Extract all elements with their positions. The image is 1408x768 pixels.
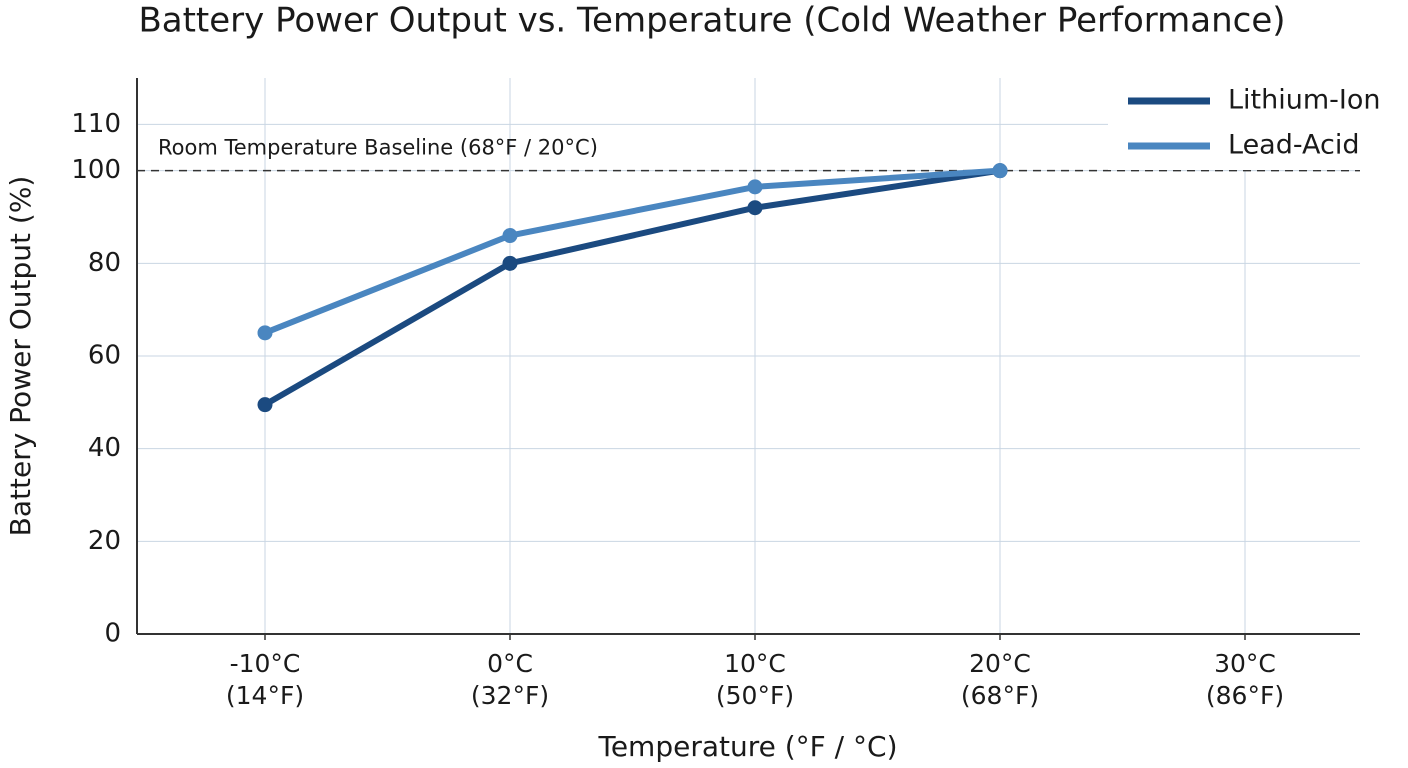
- reference-label: Room Temperature Baseline (68°F / 20°C): [158, 136, 598, 160]
- y-tick-label: 20: [88, 526, 121, 556]
- y-tick-label: 110: [71, 109, 121, 139]
- legend-box: [1108, 78, 1408, 170]
- x-tick-label: 30°C (86°F): [1205, 649, 1285, 710]
- data-point: [747, 179, 763, 195]
- data-point: [502, 255, 518, 271]
- data-point: [747, 200, 763, 216]
- y-tick-label: 0: [104, 619, 121, 649]
- legend-label: Lithium-Ion: [1228, 85, 1381, 116]
- y-tick-label: 40: [88, 433, 121, 463]
- chart-title: Battery Power Output vs. Temperature (Co…: [138, 1, 1285, 41]
- data-point: [502, 228, 518, 244]
- x-tick-label: 20°C (68°F): [960, 649, 1040, 710]
- y-tick-label: 60: [88, 341, 121, 371]
- x-tick-label: -10°C (14°F): [225, 649, 305, 710]
- data-point: [257, 397, 273, 413]
- data-point: [257, 325, 273, 341]
- series-line: [262, 167, 1003, 336]
- y-axis-label: Battery Power Output (%): [4, 176, 37, 537]
- y-tick-label: 80: [88, 248, 121, 278]
- x-tick-label: 0°C (32°F): [470, 649, 550, 710]
- data-point: [992, 163, 1008, 179]
- series-line: [262, 167, 1003, 408]
- y-tick-label: 100: [71, 155, 121, 185]
- legend-label: Lead-Acid: [1228, 130, 1360, 161]
- x-axis-label: Temperature (°F / °C): [597, 730, 897, 763]
- x-tick-label: 10°C (50°F): [715, 649, 795, 710]
